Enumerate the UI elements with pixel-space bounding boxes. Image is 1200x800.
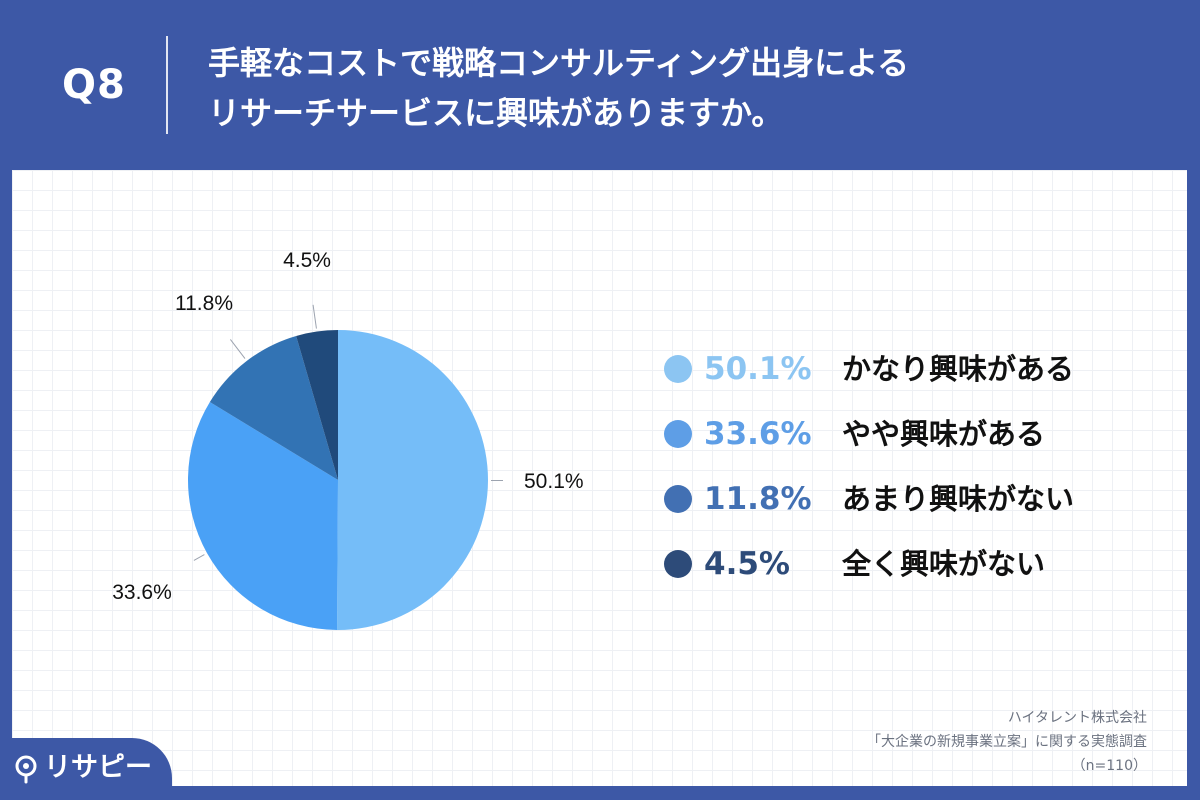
pie-slice (296, 330, 338, 480)
legend-dot (664, 550, 692, 578)
brand-name: リサピー (44, 752, 152, 783)
data-label: 4.5% (283, 249, 331, 272)
legend-item: 33.6% やや興味がある (664, 411, 1164, 476)
legend-percent: 33.6% (704, 416, 812, 452)
legend-percent: 4.5% (704, 546, 790, 582)
legend-label: やや興味がある (842, 417, 1046, 451)
source-sample-size: （n=110） (1071, 758, 1147, 774)
chart-panel: 50.1% 33.6% 11.8% 4.5% 50.1% かなり興味がある 33.6%… (12, 170, 1187, 786)
legend-label: あまり興味がない (842, 482, 1075, 516)
question-title: 手軽なコストで戦略コンサルティング出身による リサーチサービスに興味がありますか… (208, 38, 1168, 138)
brand-tab (0, 738, 172, 800)
pie-chart: 50.1% 33.6% 11.8% 4.5% (112, 249, 584, 630)
source-note: ハイタレント株式会社 「大企業の新規事業立案」に関する実態調査 （n=110） (867, 706, 1147, 778)
legend-label: 全く興味がない (842, 547, 1046, 581)
pie-slice (337, 330, 488, 630)
legend-dot (664, 420, 692, 448)
question-title-line1: 手軽なコストで戦略コンサルティング出身による (208, 44, 910, 82)
legend-percent: 50.1% (704, 351, 812, 387)
question-number: Q8 (62, 62, 126, 108)
source-survey: 「大企業の新規事業立案」に関する実態調査 (867, 734, 1147, 750)
source-company: ハイタレント株式会社 (1007, 710, 1147, 726)
brand-logo: リサピー (14, 748, 152, 788)
legend: 50.1% かなり興味がある 33.6% やや興味がある 11.8% あまり興味… (664, 346, 1164, 606)
header-divider (166, 36, 168, 134)
legend-item: 50.1% かなり興味がある (664, 346, 1164, 411)
header: Q8 手軽なコストで戦略コンサルティング出身による リサーチサービスに興味があり… (0, 0, 1200, 170)
leader-line (312, 304, 317, 329)
leader-line (193, 554, 205, 561)
magnifier-icon (14, 754, 40, 784)
question-title-line2: リサーチサービスに興味がありますか。 (208, 94, 784, 132)
legend-item: 11.8% あまり興味がない (664, 476, 1164, 541)
legend-dot (664, 485, 692, 513)
legend-percent: 11.8% (704, 481, 812, 517)
legend-label: かなり興味がある (842, 352, 1075, 386)
leader-line (229, 339, 246, 359)
legend-dot (664, 355, 692, 383)
legend-item: 4.5% 全く興味がない (664, 541, 1164, 606)
data-label: 33.6% (112, 581, 172, 604)
pie-slice (209, 335, 338, 480)
data-label: 11.8% (175, 292, 233, 315)
data-label: 50.1% (524, 470, 584, 493)
pie-slice (187, 402, 338, 630)
